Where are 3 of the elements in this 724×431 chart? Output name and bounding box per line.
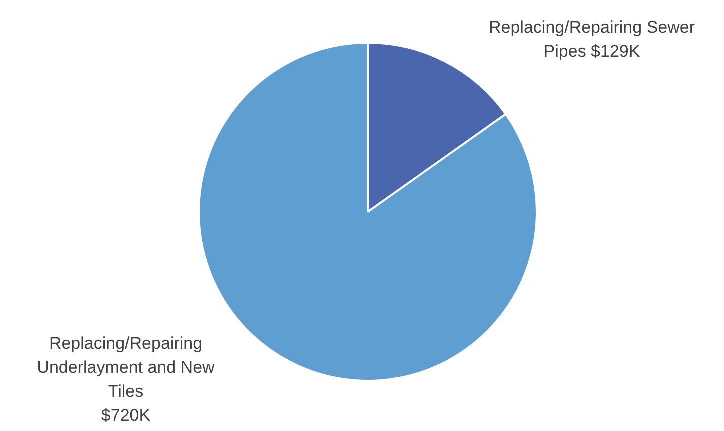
- slice-label: Replacing/Repairing Underlayment and New Tiles: [37, 334, 216, 402]
- data-label: $720K: [101, 406, 152, 426]
- slice-label: Replacing/Repairing Sewer Pipes $129K: [488, 18, 696, 62]
